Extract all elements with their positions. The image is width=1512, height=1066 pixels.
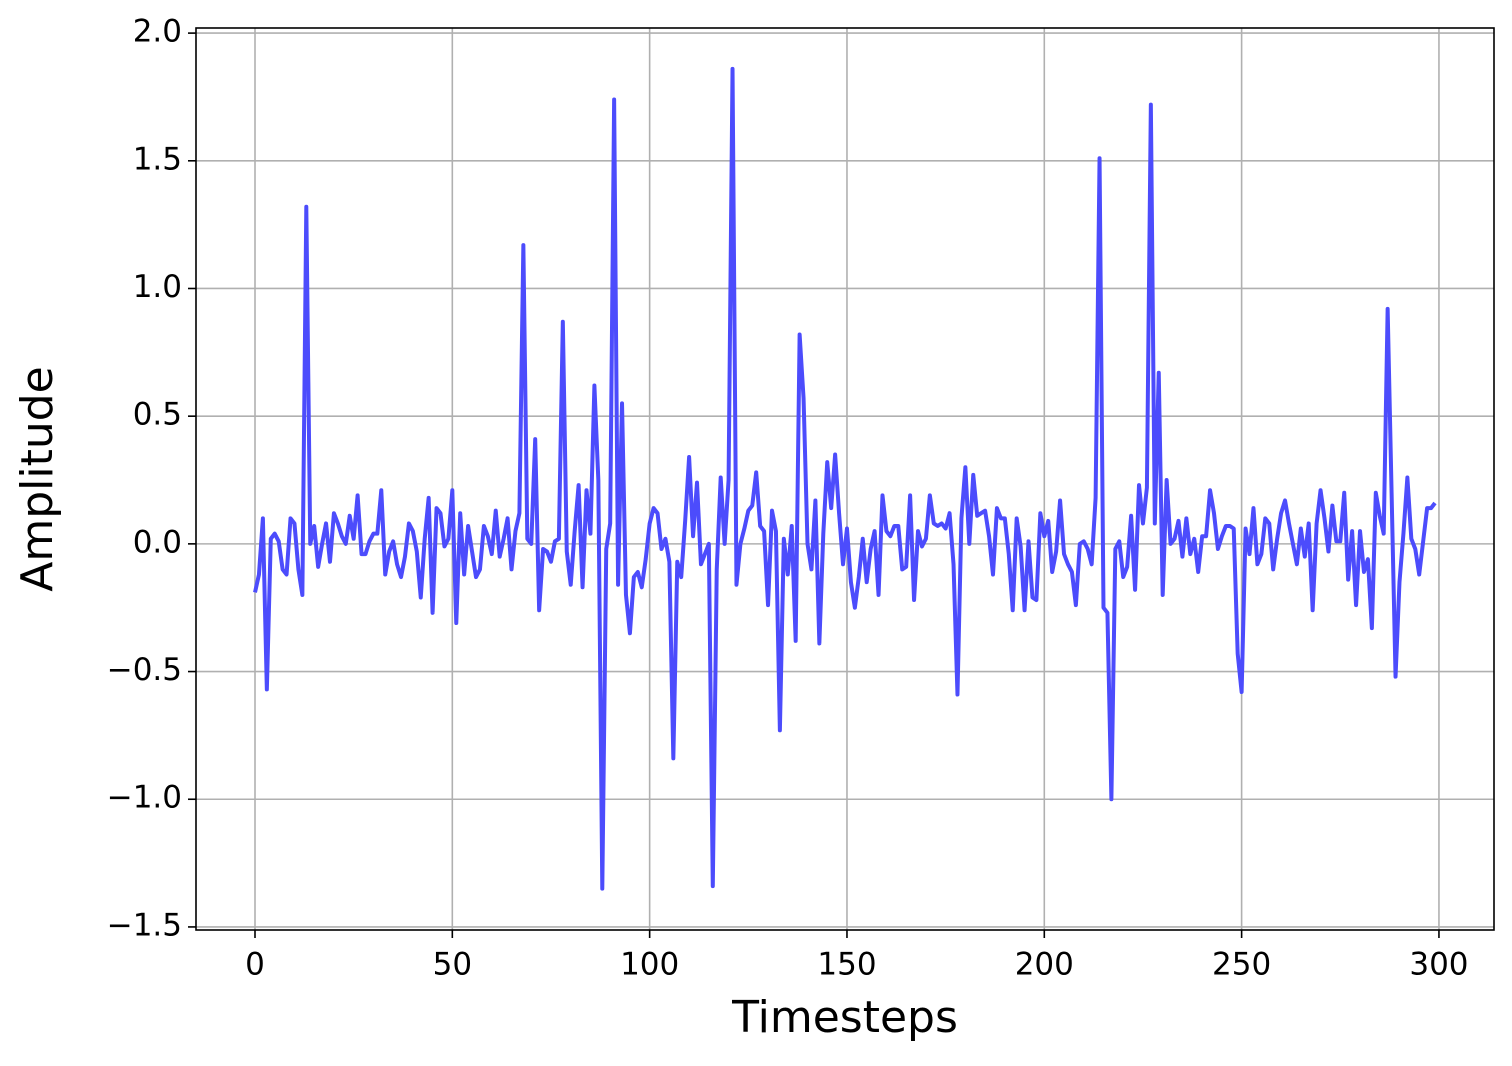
- y-tick-label: 1.0: [133, 269, 182, 305]
- y-tick-label: 0.0: [133, 524, 182, 560]
- x-tick-label: 50: [433, 947, 472, 983]
- y-axis-label: Amplitude: [12, 366, 63, 591]
- y-tick-label: −1.5: [107, 907, 182, 943]
- y-tick-label: −1.0: [107, 780, 182, 816]
- y-tick-label: −0.5: [107, 652, 182, 688]
- x-tick-label: 150: [817, 947, 876, 983]
- x-tick-label: 300: [1409, 947, 1468, 983]
- y-tick-label: 1.5: [133, 141, 182, 177]
- x-tick-label: 200: [1015, 947, 1074, 983]
- data-line: [253, 66, 1437, 891]
- x-axis-label: Timesteps: [731, 992, 958, 1043]
- x-tick-label: 0: [245, 947, 265, 983]
- x-tick-label: 100: [620, 947, 679, 983]
- y-tick-label: 2.0: [133, 14, 182, 50]
- x-tick-label: 250: [1212, 947, 1271, 983]
- plot-frame: [195, 27, 1495, 931]
- y-tick-label: 0.5: [133, 397, 182, 433]
